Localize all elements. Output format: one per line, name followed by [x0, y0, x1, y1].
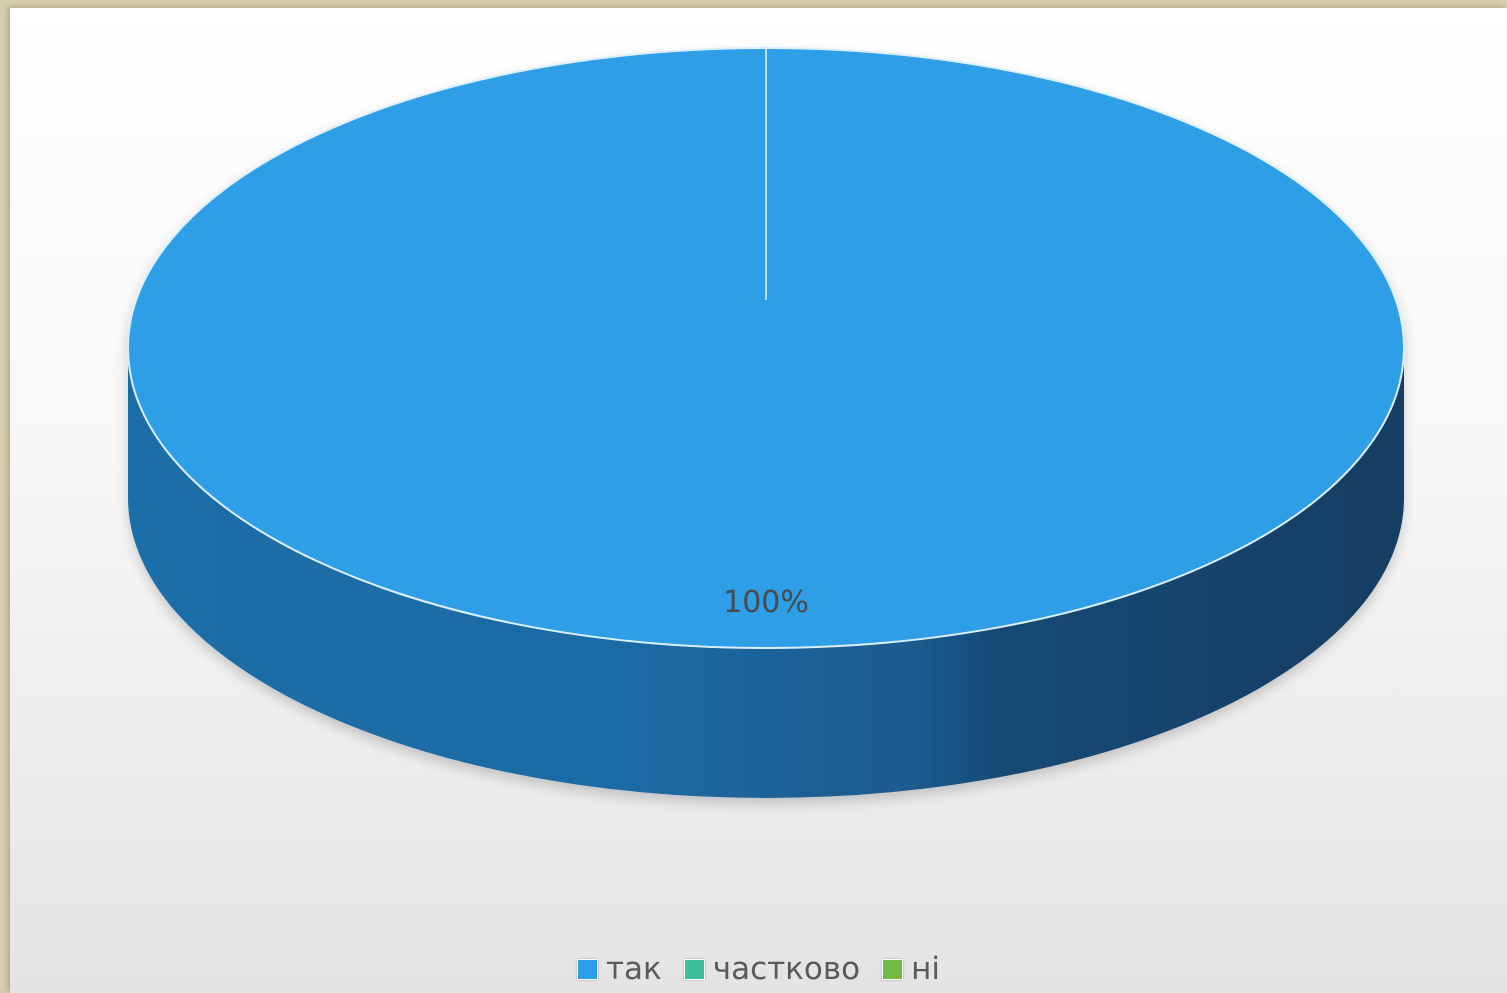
legend-item: так [576, 951, 662, 987]
pie-chart: 100% [127, 47, 1405, 798]
legend-swatch [683, 959, 705, 980]
legend-label: ні [911, 951, 940, 987]
chart-frame: 100% так частково ні [10, 8, 1507, 993]
legend-label: частково [712, 951, 861, 987]
data-label: 100% [723, 585, 809, 620]
legend-swatch [576, 959, 598, 980]
legend-label: так [605, 951, 662, 987]
legend-swatch [882, 959, 904, 980]
legend-item: частково [683, 951, 861, 987]
legend: так частково ні [10, 954, 1507, 985]
legend-item: ні [882, 954, 940, 985]
pie-side-wall [128, 348, 1404, 798]
